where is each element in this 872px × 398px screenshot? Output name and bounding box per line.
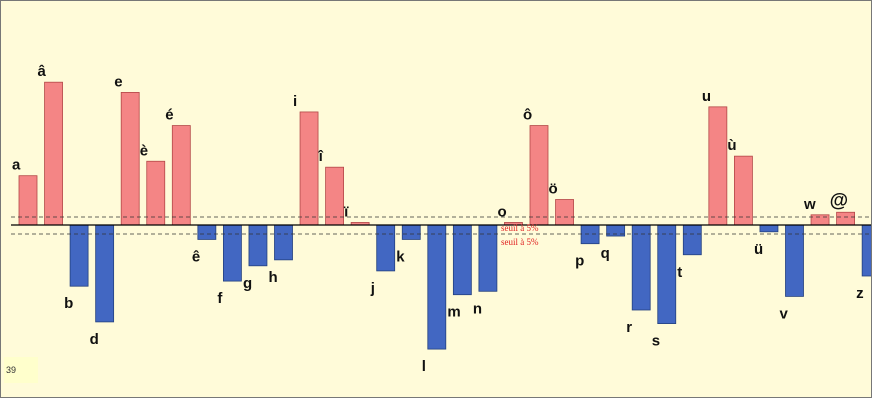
bar-label-i: i bbox=[293, 93, 297, 110]
bar-label-q: q bbox=[601, 245, 610, 262]
bar-r bbox=[631, 224, 651, 311]
bar-label-v: v bbox=[780, 305, 789, 322]
bar-label-é: é bbox=[165, 107, 173, 124]
bar-z bbox=[861, 224, 871, 277]
threshold-label-lower: seuil à 5% bbox=[501, 237, 539, 247]
bar-b bbox=[69, 224, 89, 287]
corner-label: 39 bbox=[6, 365, 17, 375]
bar-v bbox=[785, 224, 804, 297]
bar-ü bbox=[759, 224, 779, 233]
bar-label-g: g bbox=[243, 275, 252, 292]
bars-group bbox=[18, 81, 871, 350]
bar-k bbox=[401, 224, 421, 240]
lines-group: seuil à 5% seuil à 5% bbox=[11, 216, 871, 247]
bar-label-h: h bbox=[269, 269, 278, 286]
bar-t bbox=[682, 224, 702, 256]
bar-n bbox=[478, 224, 498, 292]
bar-label-f: f bbox=[217, 290, 223, 307]
bar-label-k: k bbox=[396, 248, 405, 265]
bar-è bbox=[146, 160, 166, 226]
bar-w bbox=[810, 214, 830, 226]
bar-label-ü: ü bbox=[754, 241, 763, 258]
bar-label-t: t bbox=[677, 264, 682, 281]
bar-m bbox=[452, 224, 472, 296]
labels-group: a â b d e è é ê f g h i î ï j k l m n o ô ö p q r s t u ù ü v w @ z bbox=[12, 63, 864, 375]
bar-ê bbox=[197, 224, 217, 240]
bar-g bbox=[248, 224, 268, 267]
corner-box: 39 bbox=[4, 357, 38, 383]
bar-label-è: è bbox=[140, 142, 148, 159]
bar-label-ô: ô bbox=[523, 107, 532, 124]
bar-label-m: m bbox=[447, 304, 460, 321]
bar-label-e: e bbox=[114, 73, 122, 90]
bar-label-ï: ï bbox=[343, 203, 349, 220]
bar-label-b: b bbox=[64, 295, 73, 312]
bar-label-n: n bbox=[473, 300, 482, 317]
bar-ù bbox=[734, 155, 753, 226]
bar-label-z: z bbox=[856, 285, 864, 302]
bar-l bbox=[427, 224, 447, 350]
bar-label-î: î bbox=[318, 148, 324, 165]
bar-u bbox=[708, 106, 728, 226]
bar-label-â: â bbox=[38, 63, 47, 80]
bar-d bbox=[95, 224, 115, 323]
bar-j bbox=[376, 224, 396, 272]
bar-label-r: r bbox=[626, 319, 632, 336]
bar-label-s: s bbox=[652, 333, 660, 350]
bar-ö bbox=[555, 199, 574, 226]
threshold-label-upper: seuil à 5% bbox=[501, 223, 539, 233]
bar-label-l: l bbox=[422, 358, 426, 375]
bar-a bbox=[18, 175, 38, 226]
bar-i bbox=[299, 111, 319, 226]
bar-label-a: a bbox=[12, 157, 21, 174]
bar-â bbox=[44, 81, 63, 226]
bar-label-j: j bbox=[370, 280, 375, 297]
bar-h bbox=[274, 224, 293, 261]
bar-@ bbox=[836, 211, 855, 226]
bar-label-o: o bbox=[497, 203, 506, 220]
bar-î bbox=[325, 166, 345, 226]
bar-é bbox=[171, 125, 191, 226]
bar-label-ù: ù bbox=[727, 137, 736, 154]
bar-p bbox=[580, 224, 600, 245]
bar-f bbox=[222, 224, 242, 282]
bar-label-p: p bbox=[575, 253, 584, 270]
bar-label-ê: ê bbox=[192, 248, 200, 265]
bar-s bbox=[657, 224, 677, 324]
bar-label-@: @ bbox=[830, 190, 849, 211]
bar-label-d: d bbox=[90, 331, 99, 348]
bar-label-ö: ö bbox=[549, 181, 558, 198]
bar-label-u: u bbox=[702, 88, 711, 105]
bar-e bbox=[120, 92, 140, 226]
bar-ô bbox=[529, 125, 549, 226]
bar-label-w: w bbox=[803, 196, 816, 213]
